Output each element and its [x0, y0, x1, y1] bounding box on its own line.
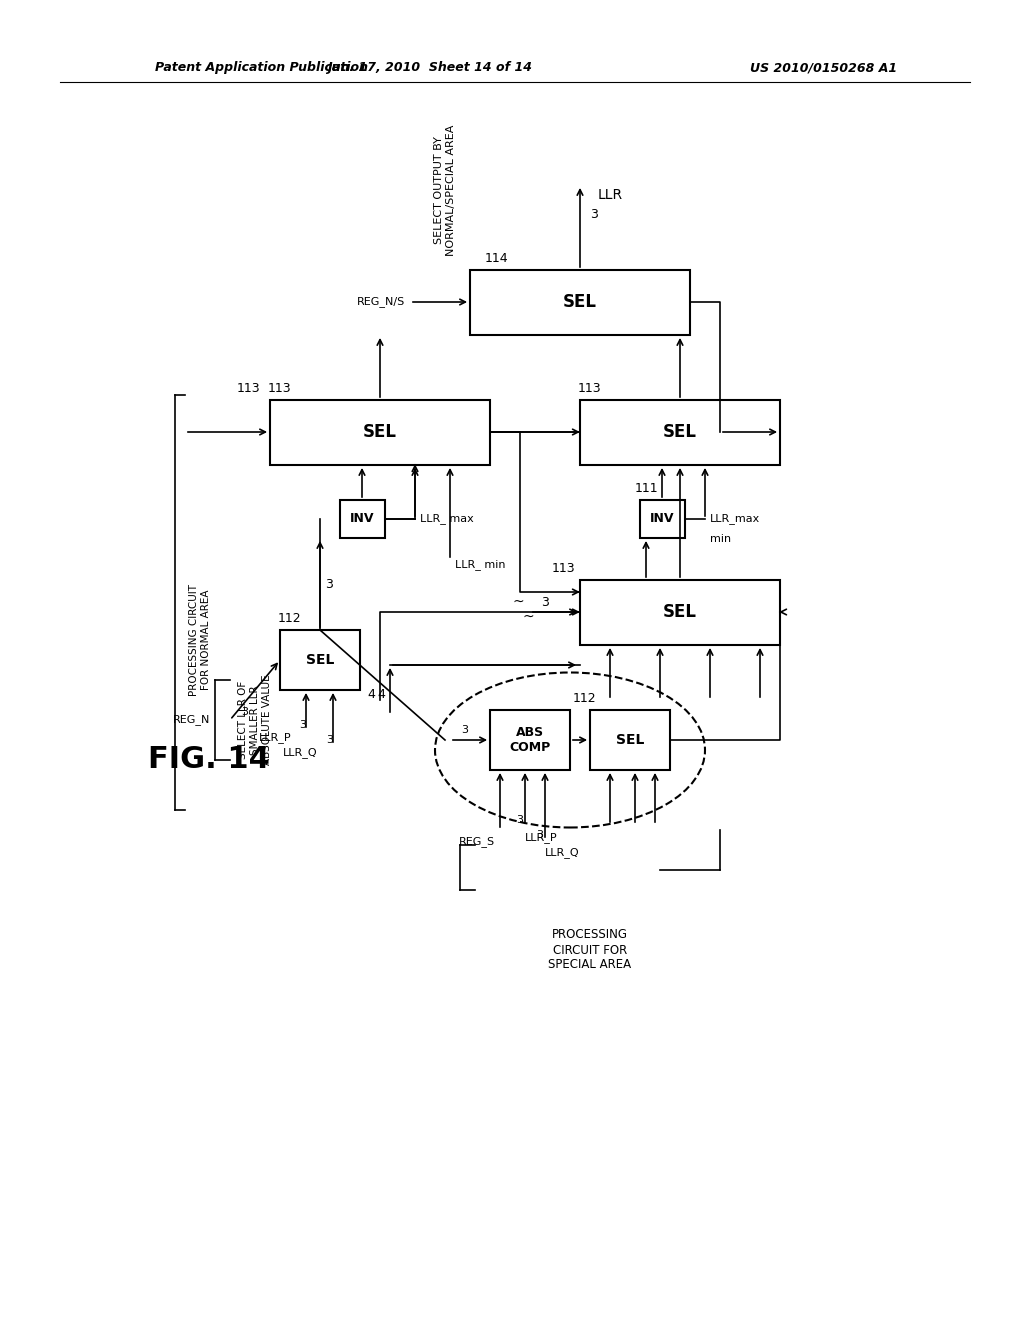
Text: 3: 3 — [537, 830, 544, 840]
Text: LLR_Q: LLR_Q — [545, 847, 580, 858]
Text: Jun. 17, 2010  Sheet 14 of 14: Jun. 17, 2010 Sheet 14 of 14 — [328, 62, 532, 74]
Text: REG_N/S: REG_N/S — [356, 297, 406, 308]
Text: 3: 3 — [299, 719, 306, 730]
Bar — [340, 500, 385, 539]
Text: REG_N: REG_N — [173, 714, 210, 726]
Text: INV: INV — [350, 512, 374, 525]
Text: 4: 4 — [377, 689, 385, 701]
Text: ~: ~ — [522, 610, 534, 624]
Text: 3: 3 — [541, 595, 549, 609]
Text: US 2010/0150268 A1: US 2010/0150268 A1 — [750, 62, 897, 74]
Text: FIG. 14: FIG. 14 — [148, 746, 270, 775]
Text: INV: INV — [650, 512, 674, 525]
Text: SEL: SEL — [563, 293, 597, 312]
Text: LLR_max: LLR_max — [710, 513, 760, 524]
Text: 3: 3 — [516, 814, 523, 825]
Text: SEL: SEL — [306, 653, 334, 667]
Text: 4: 4 — [368, 689, 375, 701]
Bar — [580, 579, 780, 645]
Text: SEL: SEL — [362, 422, 397, 441]
Text: REG_S: REG_S — [459, 837, 495, 847]
Text: LLR_ max: LLR_ max — [420, 513, 474, 524]
Text: 3: 3 — [242, 708, 249, 717]
Text: 3: 3 — [462, 725, 469, 735]
Text: 3: 3 — [325, 578, 333, 590]
Text: SEL: SEL — [663, 603, 697, 620]
Text: 112: 112 — [573, 692, 597, 705]
Text: SELECT OUTPUT BY
NORMAL/SPECIAL AREA: SELECT OUTPUT BY NORMAL/SPECIAL AREA — [434, 124, 456, 256]
Text: PROCESSING CIRCUIT
FOR NORMAL AREA: PROCESSING CIRCUIT FOR NORMAL AREA — [189, 583, 211, 696]
Text: 3: 3 — [590, 209, 598, 222]
Text: 112: 112 — [278, 611, 302, 624]
Text: LLR_P: LLR_P — [525, 833, 558, 843]
Bar — [590, 710, 670, 770]
Text: LLR_ min: LLR_ min — [455, 560, 506, 570]
Text: 113: 113 — [268, 381, 292, 395]
Text: SEL: SEL — [663, 422, 697, 441]
Text: LLR: LLR — [598, 187, 624, 202]
Bar — [490, 710, 570, 770]
Text: ABS
COMP: ABS COMP — [509, 726, 551, 754]
Bar — [270, 400, 490, 465]
Text: 113: 113 — [551, 561, 575, 574]
Text: min: min — [710, 535, 731, 544]
Bar — [580, 400, 780, 465]
Text: 3: 3 — [327, 735, 334, 744]
Bar — [470, 271, 690, 335]
Text: LLR_Q: LLR_Q — [284, 747, 318, 759]
Text: SELECT LLR OF
SMALLER LLR
ABSOLUTE VALUE: SELECT LLR OF SMALLER LLR ABSOLUTE VALUE — [239, 675, 271, 766]
Text: 113: 113 — [237, 381, 260, 395]
Text: 111: 111 — [635, 482, 658, 495]
Text: PROCESSING
CIRCUIT FOR
SPECIAL AREA: PROCESSING CIRCUIT FOR SPECIAL AREA — [549, 928, 632, 972]
Bar — [640, 500, 685, 539]
Text: SEL: SEL — [615, 733, 644, 747]
Text: 114: 114 — [485, 252, 509, 264]
Text: Patent Application Publication: Patent Application Publication — [155, 62, 368, 74]
Text: LLR_P: LLR_P — [258, 733, 291, 743]
Text: ~: ~ — [512, 595, 524, 609]
Bar — [280, 630, 360, 690]
Text: 113: 113 — [578, 381, 602, 395]
